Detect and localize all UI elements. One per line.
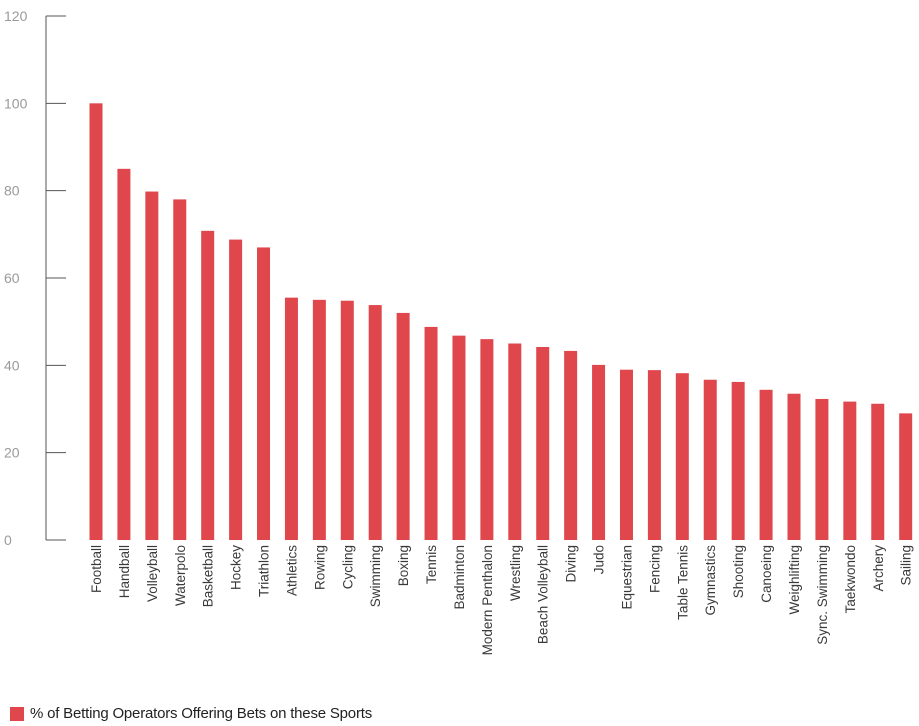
y-tick-label: 20 bbox=[4, 445, 20, 461]
x-tick-label: Boxing bbox=[396, 545, 411, 586]
x-tick-label: Sync. Swimming bbox=[815, 545, 830, 645]
x-tick-label: Sailing bbox=[899, 545, 914, 586]
bar bbox=[89, 103, 103, 540]
x-tick-label: Swimming bbox=[368, 545, 383, 607]
y-tick-label: 0 bbox=[4, 532, 12, 548]
bar bbox=[145, 191, 159, 541]
bar bbox=[731, 381, 745, 540]
x-tick-label: Weighlifting bbox=[787, 545, 802, 615]
bar bbox=[257, 247, 271, 540]
legend: % of Betting Operators Offering Bets on … bbox=[10, 705, 372, 722]
bars bbox=[89, 103, 913, 541]
bar bbox=[787, 393, 801, 540]
bar bbox=[452, 335, 466, 540]
x-tick-label: Volleyball bbox=[145, 545, 160, 602]
bar bbox=[173, 199, 187, 540]
bar bbox=[619, 369, 633, 540]
x-tick-label: Judo bbox=[592, 545, 607, 574]
bar bbox=[201, 230, 215, 540]
bar bbox=[284, 297, 298, 540]
x-tick-label: Diving bbox=[564, 545, 579, 583]
x-tick-label: Tennis bbox=[424, 545, 439, 584]
bar bbox=[759, 389, 773, 540]
bar bbox=[340, 300, 354, 540]
bar bbox=[703, 379, 717, 540]
x-tick-label: Hockey bbox=[229, 545, 244, 590]
bar bbox=[647, 370, 661, 540]
x-tick-label: Football bbox=[89, 545, 104, 593]
x-tick-label: Shooting bbox=[731, 545, 746, 598]
bar bbox=[396, 312, 410, 540]
bar bbox=[536, 346, 550, 540]
x-tick-label: Gymnastics bbox=[703, 545, 718, 616]
x-tick-label: Cycling bbox=[340, 545, 355, 589]
y-tick-label: 60 bbox=[4, 270, 20, 286]
legend-swatch bbox=[10, 706, 24, 721]
x-tick-label: Badminton bbox=[452, 545, 467, 610]
bar bbox=[675, 373, 689, 540]
y-tick-label: 80 bbox=[4, 183, 20, 199]
x-tick-label: Beach Volleyball bbox=[536, 545, 551, 644]
x-tick-label: Athletics bbox=[284, 545, 299, 596]
bar bbox=[117, 168, 131, 540]
x-tick-label: Triathlon bbox=[257, 545, 272, 597]
y-tick-label: 100 bbox=[4, 95, 28, 111]
bar bbox=[229, 239, 243, 540]
x-tick-label: Canoeing bbox=[759, 545, 774, 603]
bar bbox=[480, 339, 494, 540]
bar-chart: 0 20 40 60 80 100 120 Football Handball Volleyba… bbox=[4, 8, 914, 656]
bar bbox=[871, 403, 885, 540]
x-tick-label: Wrestling bbox=[508, 545, 523, 601]
x-tick-label: Fencing bbox=[647, 545, 662, 593]
x-tick-label: Archery bbox=[871, 545, 886, 592]
x-tick-label: Basketball bbox=[201, 545, 216, 607]
x-tick-label: Equestrian bbox=[619, 545, 634, 610]
bar bbox=[424, 326, 438, 540]
x-tick-label: Waterpolo bbox=[173, 545, 188, 606]
y-axis: 0 20 40 60 80 100 120 bbox=[4, 8, 66, 548]
bar bbox=[508, 343, 522, 540]
bar bbox=[592, 364, 606, 540]
x-tick-label: Handball bbox=[117, 545, 132, 598]
y-tick-label: 120 bbox=[4, 8, 28, 24]
x-tick-label: Rowing bbox=[312, 545, 327, 590]
bar bbox=[899, 413, 913, 540]
x-tick-label: Taekwondo bbox=[843, 545, 858, 613]
x-tick-label: Modern Penthalon bbox=[480, 545, 495, 655]
x-axis-labels: Football Handball Volleyball Waterpolo Baske… bbox=[89, 545, 914, 656]
bar bbox=[843, 401, 857, 540]
x-tick-label: Table Tennis bbox=[675, 545, 690, 620]
legend-label: % of Betting Operators Offering Bets on … bbox=[30, 705, 373, 722]
y-tick-label: 40 bbox=[4, 357, 20, 373]
bar bbox=[564, 350, 578, 540]
bar bbox=[368, 305, 382, 540]
bar bbox=[312, 299, 326, 540]
bar bbox=[815, 398, 829, 540]
